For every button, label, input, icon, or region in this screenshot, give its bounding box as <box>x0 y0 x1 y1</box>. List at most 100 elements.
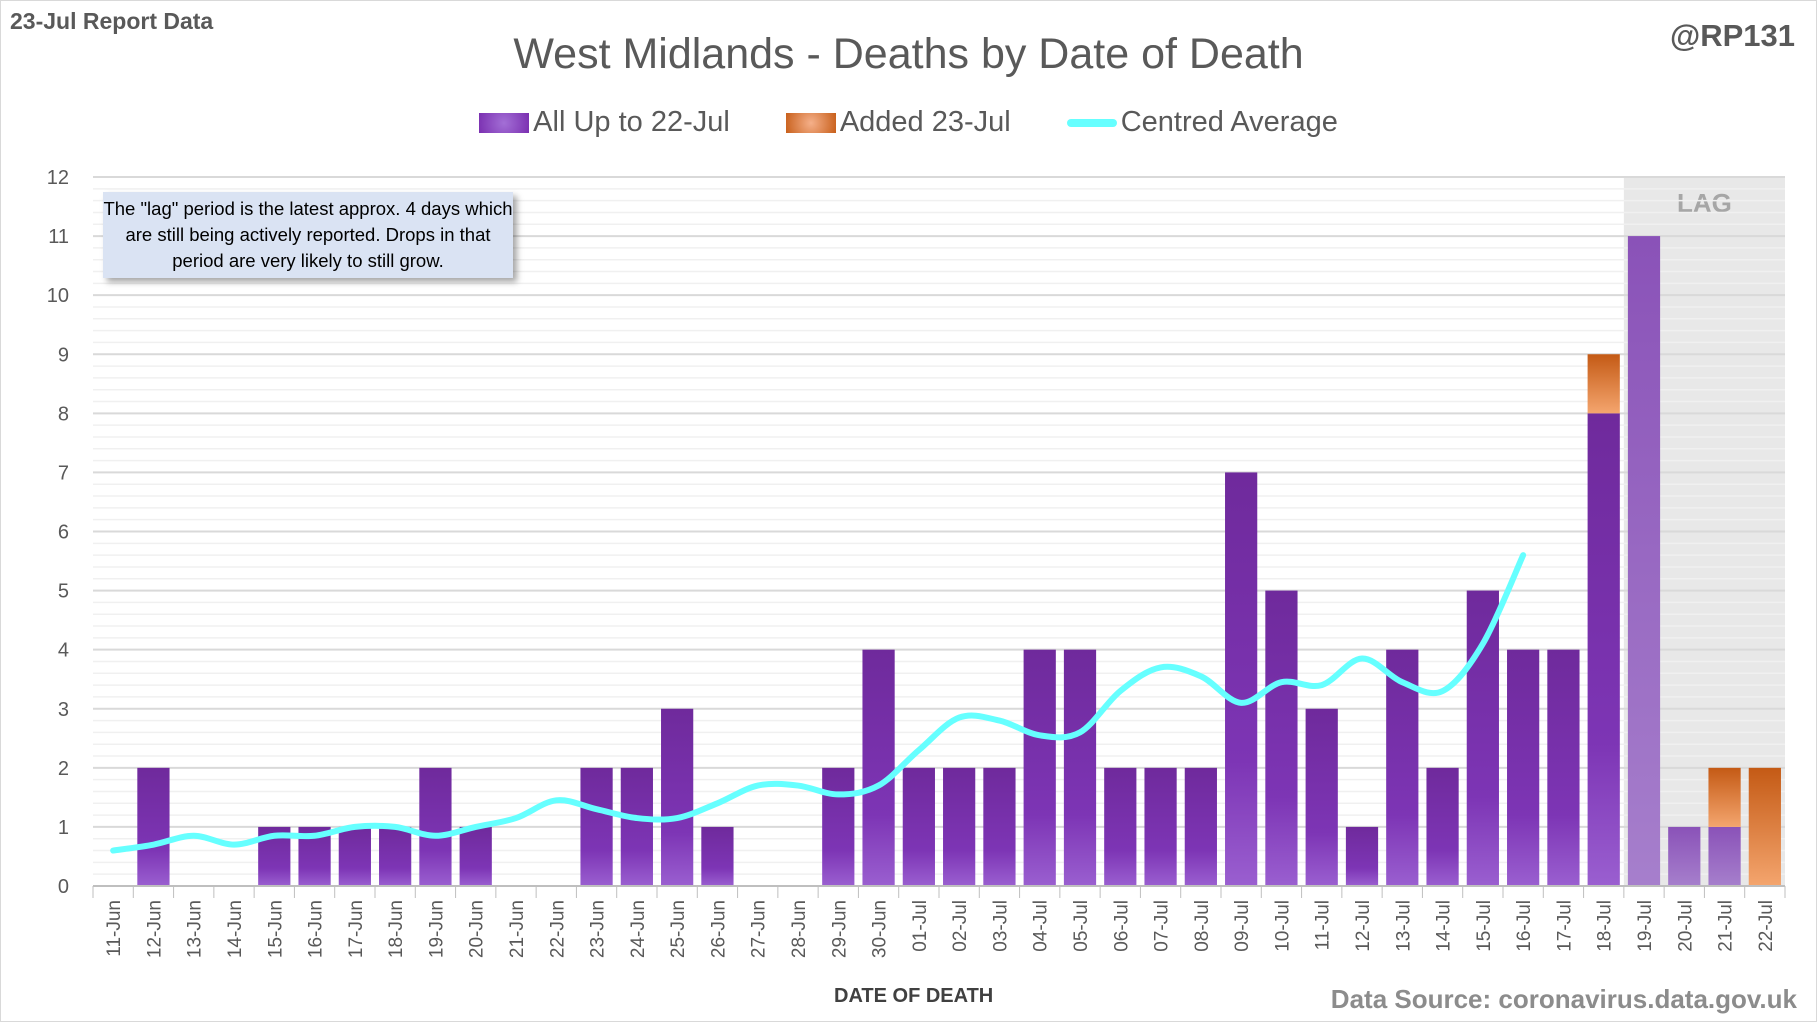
legend-item-all: All Up to 22-Jul <box>479 106 730 139</box>
bar-added-23-jul <box>1748 767 1781 886</box>
x-tick-label: 13-Jul <box>1393 900 1414 952</box>
bar-all-up-to-22-jul <box>1144 767 1177 886</box>
bar-all-up-to-22-jul <box>1023 649 1056 886</box>
x-tick-label: 21-Jun <box>507 900 528 958</box>
bar-all-up-to-22-jul <box>1668 826 1701 886</box>
legend-swatch-line <box>1066 118 1117 127</box>
legend-swatch-orange <box>785 112 836 133</box>
y-tick-label: 9 <box>58 344 69 366</box>
bar-all-up-to-22-jul <box>338 826 371 886</box>
y-tick-label: 1 <box>58 817 69 839</box>
x-tick-label: 30-Jun <box>870 900 891 958</box>
x-tick-label: 18-Jul <box>1595 900 1616 952</box>
bar-all-up-to-22-jul <box>1265 590 1298 886</box>
x-tick-label: 16-Jun <box>306 900 327 958</box>
bar-all-up-to-22-jul <box>983 767 1016 886</box>
bar-all-up-to-22-jul <box>1345 826 1379 886</box>
x-tick-label: 17-Jun <box>346 900 367 958</box>
y-tick-label: 7 <box>58 462 69 484</box>
bar-all-up-to-22-jul <box>701 826 734 886</box>
legend-label: Centred Average <box>1120 106 1338 138</box>
x-tick-label: 27-Jun <box>749 900 770 958</box>
x-tick-label: 16-Jul <box>1514 900 1535 952</box>
bar-all-up-to-22-jul <box>1063 649 1097 886</box>
x-tick-label: 19-Jul <box>1635 900 1656 952</box>
bar-all-up-to-22-jul <box>1587 413 1620 886</box>
legend-swatch-purple <box>479 112 530 133</box>
report-label: 23-Jul Report Data <box>10 8 214 34</box>
legend-label: All Up to 22-Jul <box>533 106 730 138</box>
centred-average-line <box>110 552 1527 854</box>
legend-label: Added 23-Jul <box>839 106 1011 138</box>
x-tick-label: 03-Jul <box>990 900 1011 952</box>
x-tick-label: 11-Jun <box>104 900 125 957</box>
data-source: Data Source: coronavirus.data.gov.uk <box>1330 984 1797 1014</box>
legend-item-average: Centred Average <box>1066 106 1338 139</box>
lag-annotation: The "lag" period is the latest approx. 4… <box>103 192 513 278</box>
x-tick-label: 01-Jul <box>910 900 931 952</box>
bar-all-up-to-22-jul <box>1708 826 1741 886</box>
x-tick-label: 26-Jun <box>708 900 729 958</box>
x-tick-label: 21-Jul <box>1716 900 1737 952</box>
x-tick-label: 11-Jul <box>1313 900 1334 950</box>
x-tick-label: 08-Jul <box>1192 900 1213 952</box>
y-tick-label: 12 <box>47 167 69 189</box>
y-tick-label: 6 <box>58 522 69 544</box>
bar-all-up-to-22-jul <box>1104 767 1137 886</box>
lag-label: LAG <box>1677 188 1732 218</box>
x-tick-label: 14-Jun <box>225 900 246 958</box>
x-tick-label: 04-Jul <box>1031 900 1052 952</box>
bar-all-up-to-22-jul <box>1466 590 1499 886</box>
y-tick-label: 8 <box>58 403 69 425</box>
bar-all-up-to-22-jul <box>1225 472 1258 886</box>
x-tick-label: 23-Jun <box>588 900 609 958</box>
legend: All Up to 22-Jul Added 23-Jul Centred Av… <box>0 106 1817 139</box>
x-tick-label: 24-Jun <box>628 900 649 958</box>
bar-all-up-to-22-jul <box>943 767 976 886</box>
bar-all-up-to-22-jul <box>1547 649 1580 886</box>
x-tick-label: 15-Jun <box>265 900 286 958</box>
x-tick-label: 12-Jun <box>144 900 165 958</box>
x-axis-label: DATE OF DEATH <box>834 985 994 1007</box>
bar-added-23-jul <box>1708 767 1741 827</box>
bar-all-up-to-22-jul <box>661 708 694 886</box>
x-tick-label: 29-Jun <box>829 900 850 958</box>
x-tick-label: 20-Jun <box>467 900 488 958</box>
bar-all-up-to-22-jul <box>137 767 170 886</box>
x-tick-label: 13-Jun <box>185 900 206 958</box>
author-handle: @RP131 <box>1669 18 1795 53</box>
x-tick-label: 09-Jul <box>1232 900 1253 952</box>
chart-title: West Midlands - Deaths by Date of Death <box>513 30 1304 78</box>
bar-all-up-to-22-jul <box>1184 767 1217 886</box>
bar-all-up-to-22-jul <box>620 767 653 886</box>
x-tick-label: 18-Jun <box>386 900 407 958</box>
legend-item-added: Added 23-Jul <box>785 106 1011 139</box>
x-tick-label: 22-Jun <box>547 900 568 958</box>
x-tick-label: 05-Jul <box>1071 900 1092 952</box>
x-tick-label: 02-Jul <box>950 900 971 952</box>
y-tick-label: 4 <box>58 640 69 662</box>
y-tick-label: 10 <box>47 285 69 307</box>
x-tick-label: 12-Jul <box>1353 900 1374 952</box>
x-tick-label: 07-Jul <box>1152 900 1173 952</box>
x-tick-label: 20-Jul <box>1675 900 1696 952</box>
x-tick-label: 28-Jun <box>789 900 810 958</box>
bar-all-up-to-22-jul <box>419 767 452 886</box>
x-tick-label: 17-Jul <box>1554 900 1575 952</box>
x-tick-label: 22-Jul <box>1756 900 1777 952</box>
x-tick-label: 14-Jul <box>1434 900 1455 952</box>
bar-all-up-to-22-jul <box>379 826 412 886</box>
y-tick-label: 5 <box>58 581 69 603</box>
bar-added-23-jul <box>1587 354 1620 414</box>
x-tick-label: 06-Jul <box>1111 900 1132 952</box>
bar-all-up-to-22-jul <box>580 767 613 886</box>
bar-all-up-to-22-jul <box>822 767 855 886</box>
x-tick-label: 25-Jun <box>668 900 689 958</box>
x-tick-label: 19-Jun <box>426 900 447 958</box>
bar-all-up-to-22-jul <box>1426 767 1459 886</box>
bar-all-up-to-22-jul <box>902 767 935 886</box>
bar-all-up-to-22-jul <box>862 649 895 886</box>
y-tick-label: 11 <box>48 226 69 248</box>
y-tick-label: 3 <box>58 699 69 721</box>
